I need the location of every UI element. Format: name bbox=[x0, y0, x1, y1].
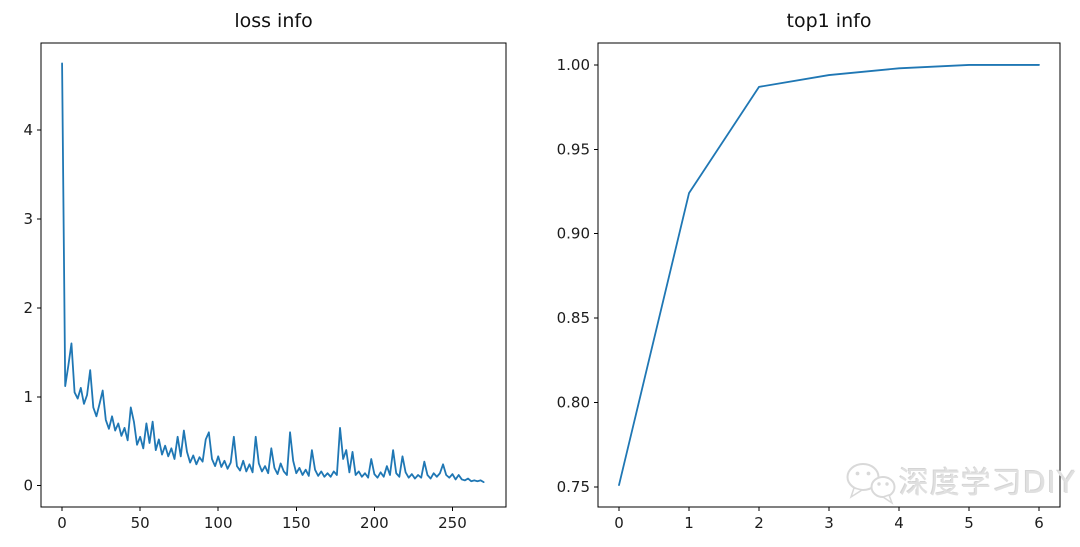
y-tick-label: 0.75 bbox=[557, 478, 590, 496]
plot-border bbox=[40, 42, 507, 508]
x-tick-label: 200 bbox=[360, 514, 389, 532]
x-tick-label: 6 bbox=[1034, 514, 1044, 532]
y-tick-label: 0.80 bbox=[557, 393, 590, 411]
top1-chart-title: top1 info bbox=[786, 10, 872, 32]
x-tick-label: 250 bbox=[438, 514, 467, 532]
x-tick-label: 5 bbox=[964, 514, 974, 532]
x-tick-label: 100 bbox=[204, 514, 233, 532]
y-tick-label: 0.95 bbox=[557, 140, 590, 158]
x-tick-label: 0 bbox=[614, 514, 624, 532]
y-tick-label: 1.00 bbox=[557, 56, 590, 74]
loss-line bbox=[61, 62, 485, 484]
top1-line bbox=[618, 64, 1040, 486]
y-tick-label: 4 bbox=[23, 121, 33, 139]
x-tick-label: 2 bbox=[754, 514, 764, 532]
x-tick-label: 150 bbox=[282, 514, 311, 532]
y-tick-label: 0.90 bbox=[557, 225, 590, 243]
y-tick-label: 3 bbox=[23, 210, 33, 228]
y-tick-label: 0 bbox=[23, 477, 33, 495]
x-tick-label: 50 bbox=[131, 514, 150, 532]
y-tick-label: 2 bbox=[23, 299, 33, 317]
x-tick-label: 0 bbox=[57, 514, 67, 532]
x-tick-label: 4 bbox=[894, 514, 904, 532]
loss-chart-title: loss info bbox=[234, 10, 313, 32]
x-tick-label: 1 bbox=[684, 514, 694, 532]
plot-border bbox=[597, 42, 1061, 508]
y-tick-label: 1 bbox=[23, 388, 33, 406]
y-tick-label: 0.85 bbox=[557, 309, 590, 327]
x-tick-label: 3 bbox=[824, 514, 834, 532]
